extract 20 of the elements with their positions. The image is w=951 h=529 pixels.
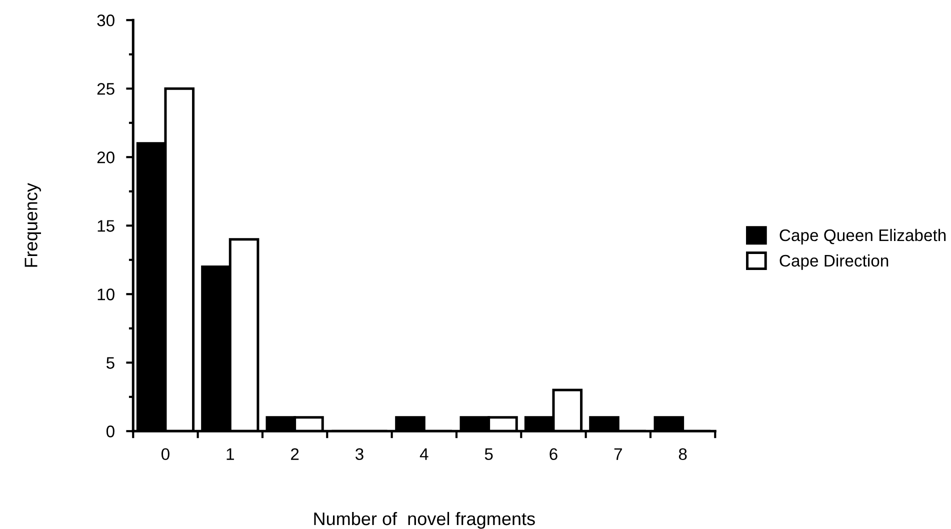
y-tick-label: 25 <box>97 83 114 95</box>
y-tick-label: 5 <box>106 357 114 369</box>
x-tick-label: 5 <box>484 448 493 460</box>
y-tick-label: 30 <box>97 14 114 26</box>
x-tick-label: 0 <box>161 448 170 460</box>
x-tick-label: 1 <box>226 448 234 460</box>
y-tick-label: 10 <box>98 288 114 300</box>
x-tick-label: 7 <box>614 448 622 460</box>
x-tick-label: 3 <box>355 448 364 460</box>
y-axis-title: Frequency <box>24 182 41 267</box>
x-tick-label: 6 <box>550 448 558 460</box>
x-tick-label: 2 <box>291 448 299 460</box>
x-tick-label: 4 <box>420 448 428 460</box>
legend-label: Cape Direction <box>780 254 888 270</box>
x-tick-label: 8 <box>678 448 687 460</box>
y-tick-label: 15 <box>98 220 114 232</box>
x-axis-title: Number of novel fragments <box>314 512 535 529</box>
y-tick-label: 0 <box>106 426 114 438</box>
y-tick-label: 20 <box>97 152 114 164</box>
legend-label: Cape Queen Elizabeth <box>780 228 946 244</box>
